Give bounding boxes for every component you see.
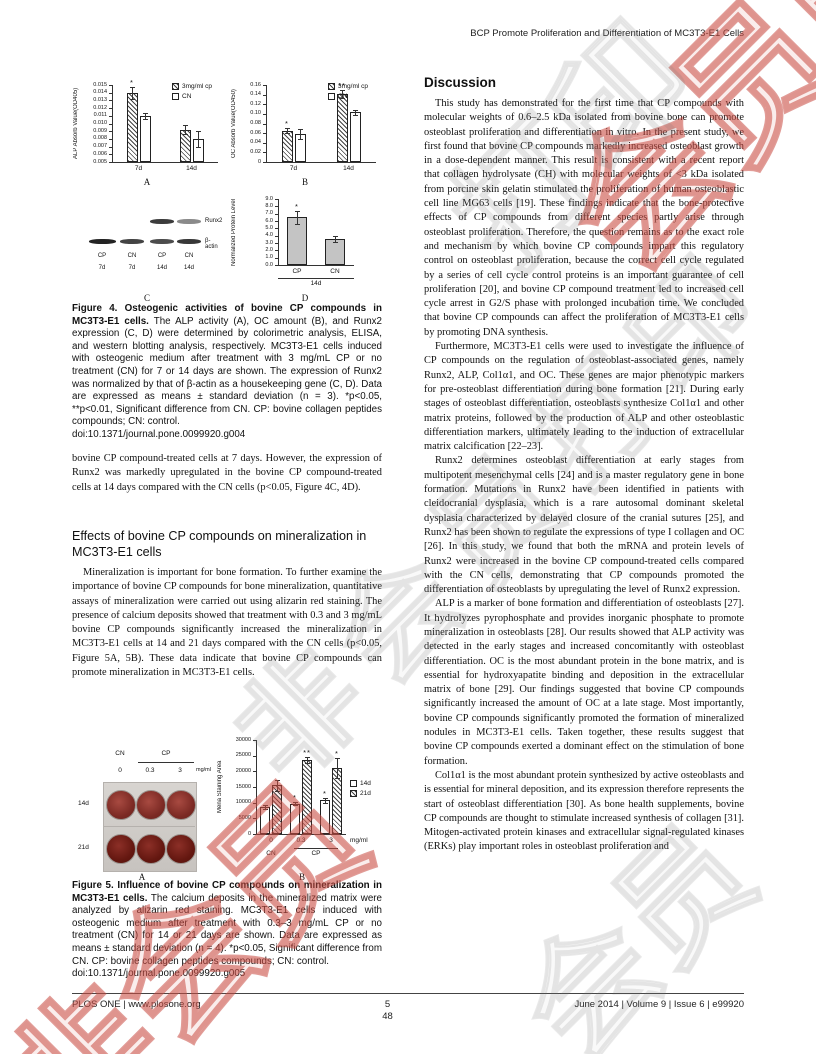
figure4-caption-title: Figure 4. Osteogenic activities of bovin… <box>72 303 382 327</box>
figure4-western-blot: Runx2 β-actin CP CN CP CN 7d 7d 14d 14d <box>72 191 222 291</box>
figure5-doi: doi:10.1371/journal.pone.0099920.g005 <box>72 968 246 980</box>
figure5-caption: Figure 5. Influence of bovine CP compoun… <box>72 880 382 981</box>
figure4-panel-a-label: A <box>143 177 151 187</box>
footer: PLOS ONE | www.plosone.org 5 48 June 201… <box>72 999 744 1022</box>
figure5-panel-b-label: B <box>298 872 305 882</box>
footer-journal: PLOS ONE | www.plosone.org <box>72 999 201 1010</box>
paragraph: bovine CP compound-treated cells at 7 da… <box>72 453 382 493</box>
footer-page-numbers: 5 48 <box>382 999 393 1022</box>
paragraph: Mineralization is important for bone for… <box>72 567 382 679</box>
discussion-heading: Discussion <box>424 75 497 90</box>
footer-issue: June 2014 | Volume 9 | Issue 6 | e99920 <box>574 999 744 1010</box>
figure4-chart-oc: 0 0.02 0.04 0.06 0.08 0.10 0.12 0.14 0.16 OC Abso… <box>230 75 380 175</box>
section-heading-mineralization: Effects of bovine CP compounds on minera… <box>72 529 367 559</box>
footer-rule <box>72 993 744 994</box>
left-column-paragraph-2: Mineralization is important for bone for… <box>72 566 382 680</box>
figure4-panel-d-label: D <box>301 293 309 303</box>
figure4-panels: 0.005 0.006 0.007 0.008 0.009 0.010 0.011 0.012… <box>72 75 382 307</box>
footer-page-alt: 48 <box>382 1010 393 1022</box>
figure5-caption-body: The calcium deposits in the mineralized … <box>72 892 382 967</box>
left-column-paragraph-1: bovine CP compound-treated cells at 7 da… <box>72 452 382 495</box>
discussion-paragraph-5: Col1α1 is the most abundant protein synt… <box>424 769 744 853</box>
discussion-paragraph-3: Runx2 determines osteoblast differentiat… <box>424 455 744 596</box>
figure5-staining-photo: CN CP 0 0.3 3 mg/ml 14d 21d <box>76 730 211 872</box>
figure5-chart-staining: 0 5000 10000 15000 20000 25000 30000 Mena Stain… <box>216 730 388 870</box>
figure4-caption: Figure 4. Osteogenic activities of bovin… <box>72 303 382 442</box>
discussion-paragraph-1: This study has demonstrated for the firs… <box>424 98 744 338</box>
figure5-caption-title: Figure 5. Influence of bovine CP compoun… <box>72 880 382 904</box>
discussion-paragraph-2: Furthermore, MC3T3-E1 cells were used to… <box>424 341 744 453</box>
figure4-chart-runx2: 0.0 1.0 2.0 3.0 4.0 5.0 6.0 7.0 8.0 9.0 Normalized… <box>230 191 380 291</box>
figure5-panel-a-label: A <box>138 872 146 882</box>
discussion-body: This study has demonstrated for the firs… <box>424 97 744 855</box>
figure4-doi: doi:10.1371/journal.pone.0099920.g004 <box>72 428 246 440</box>
figure4-chart-alp: 0.005 0.006 0.007 0.008 0.009 0.010 0.011 0.012… <box>72 75 222 175</box>
footer-page: 5 <box>384 999 391 1010</box>
figure4-panel-b-label: B <box>301 177 308 187</box>
discussion-paragraph-4: ALP is a marker of bone formation and di… <box>424 598 744 767</box>
figure4-panel-c-label: C <box>143 293 150 303</box>
running-title: BCP Promote Proliferation and Differenti… <box>470 28 744 39</box>
figure4-caption-body: The ALP activity (A), OC amount (B), and… <box>72 315 382 428</box>
figure5-panels: CN CP 0 0.3 3 mg/ml 14d 21d A 0 5000 10000 15000 20… <box>76 730 388 886</box>
